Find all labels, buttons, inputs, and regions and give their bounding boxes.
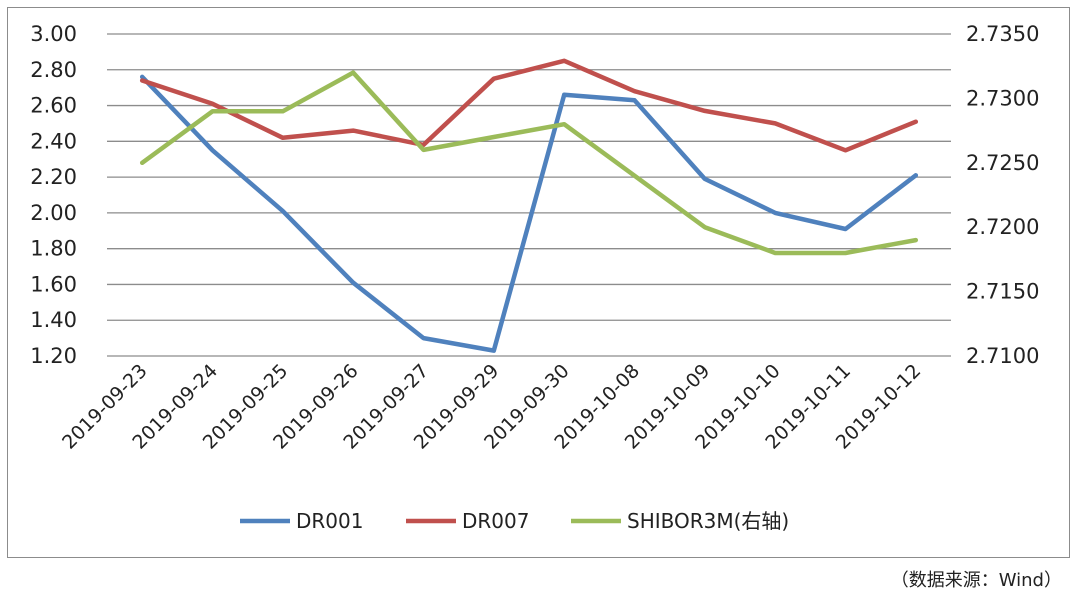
left-tick-label: 1.20	[30, 344, 77, 368]
left-tick-label: 2.60	[30, 94, 77, 118]
series-line-dr007	[139, 58, 919, 153]
left-tick-label: 1.40	[30, 308, 77, 332]
right-tick-label: 2.7250	[966, 151, 1039, 175]
right-tick-label: 2.7300	[966, 86, 1039, 110]
source-note: （数据来源：Wind）	[890, 570, 1062, 591]
left-tick-label: 2.20	[30, 165, 77, 189]
legend: DR001 DR007 SHIBOR3M(右轴)	[240, 509, 789, 533]
x-axis-ticks: 2019-09-232019-09-242019-09-252019-09-26…	[58, 360, 925, 454]
left-tick-label: 2.80	[30, 58, 77, 82]
left-tick-label: 3.00	[30, 22, 77, 46]
series-lines	[139, 58, 919, 353]
left-tick-label: 2.40	[30, 129, 77, 153]
left-tick-label: 1.60	[30, 272, 77, 296]
series-line-shibor3m	[139, 70, 919, 256]
right-axis-ticks: 2.7100 2.7150 2.7200 2.7250 2.7300 2.7350	[966, 22, 1039, 368]
legend-label: SHIBOR3M(右轴)	[627, 509, 789, 533]
left-tick-label: 1.80	[30, 237, 77, 261]
chart-frame	[7, 7, 1070, 558]
gridlines	[107, 33, 951, 357]
right-tick-label: 2.7150	[966, 280, 1039, 304]
legend-label: DR007	[462, 509, 529, 533]
left-axis-ticks: 1.20 1.40 1.60 1.80 2.00 2.20 2.40 2.60 2.80 3.00	[30, 22, 77, 368]
left-tick-label: 2.00	[30, 201, 77, 225]
legend-label: DR001	[296, 509, 363, 533]
right-tick-label: 2.7100	[966, 344, 1039, 368]
right-tick-label: 2.7350	[966, 22, 1039, 46]
right-tick-label: 2.7200	[966, 215, 1039, 239]
series-line-dr001	[139, 74, 919, 353]
